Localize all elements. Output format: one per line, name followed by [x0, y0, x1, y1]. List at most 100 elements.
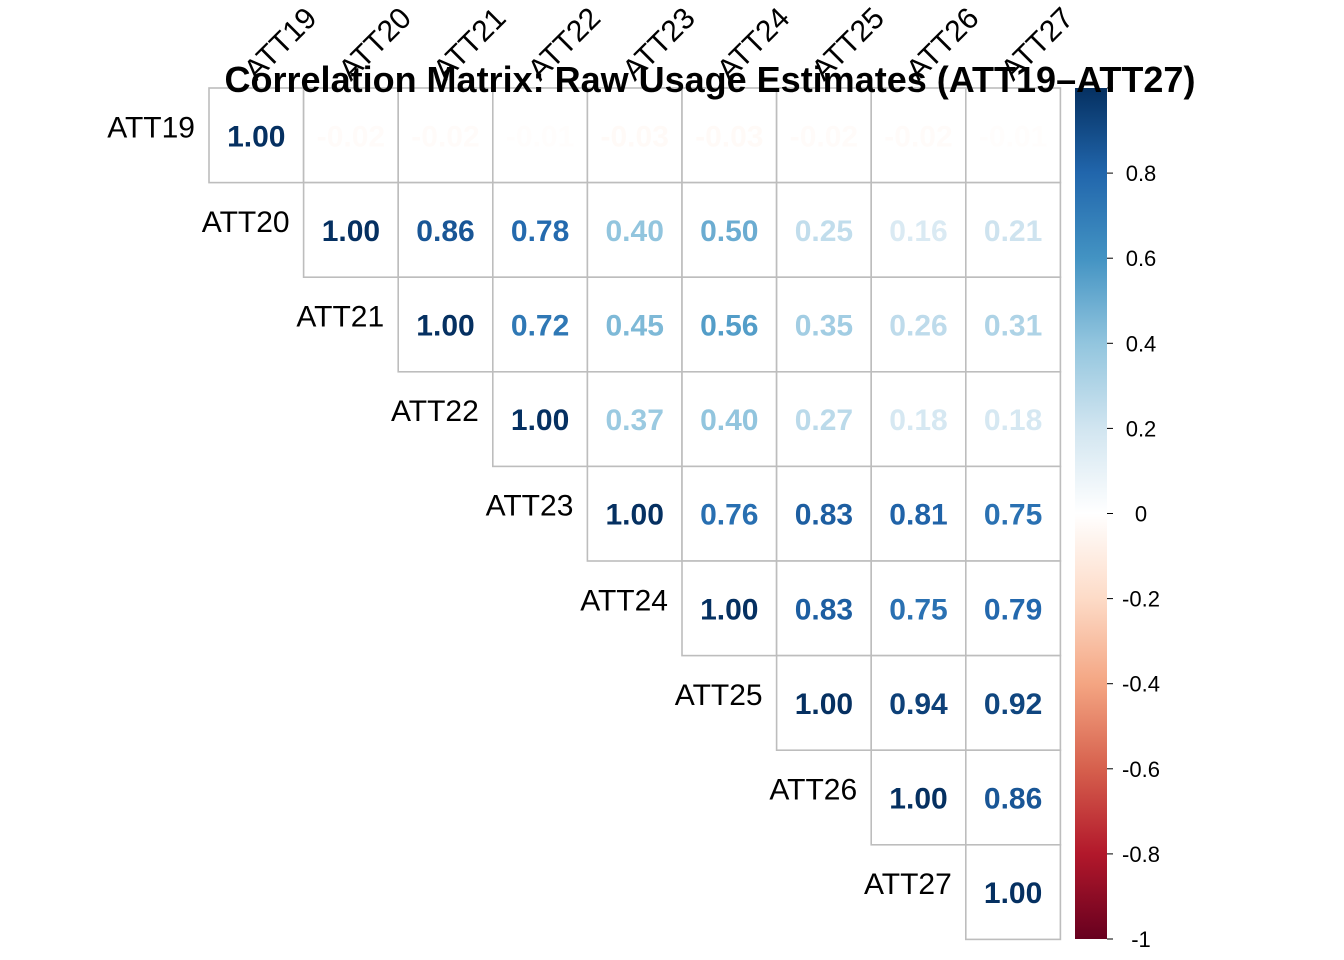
cell-value-label: 0.18 [984, 404, 1042, 437]
matrix-cell [964, 181, 1062, 279]
cell-value-label: 0.94 [889, 688, 948, 721]
matrix-cell [302, 181, 400, 279]
matrix-cell [775, 276, 872, 373]
cell-value-label: -0.02 [790, 120, 858, 153]
colorbar-tick-label: -0.2 [1122, 587, 1160, 612]
matrix-cell [775, 560, 872, 657]
row-labels: ATT19 ATT20 ATT21 ATT22 ATT23 ATT24 ATT25 ATT26… [107, 111, 952, 901]
row-label: ATT27 [864, 868, 952, 901]
cell-value-label: 0.31 [984, 310, 1042, 343]
colorbar-tick-label: 0 [1135, 502, 1147, 527]
row-label: ATT19 [107, 111, 195, 144]
row-label: ATT21 [296, 301, 384, 334]
cell-value-label: -0.03 [601, 120, 669, 153]
cell-value-label: 1.00 [227, 120, 285, 153]
cell-value-label: 0.75 [984, 499, 1042, 532]
matrix-cell [681, 181, 778, 279]
colorbar-ticks: -1 -0.8 -0.6 -0.4 -0.2 0 0.2 0.4 0.6 0.8 [1107, 87, 1160, 952]
matrix-cell [586, 276, 683, 373]
cell-value-label: 0.76 [700, 499, 758, 532]
cell-value-label: 0.37 [606, 404, 664, 437]
row-label: ATT26 [769, 774, 857, 807]
row-label: ATT23 [486, 490, 574, 523]
cell-value-label: 1.00 [984, 877, 1042, 910]
colorbar-tick-label: -0.4 [1122, 672, 1160, 697]
cell-value-label: 0.92 [984, 688, 1042, 721]
cell-value-label: 1.00 [795, 688, 853, 721]
cell-value-label: 0.86 [984, 783, 1042, 816]
cell-value-label: -0.02 [884, 120, 952, 153]
cell-value-label: 1.00 [606, 499, 664, 532]
cell-value-label: 0.83 [795, 499, 853, 532]
cell-value-label: -0.02 [317, 120, 385, 153]
matrix-cell [302, 87, 400, 184]
cell-value-label: 0.56 [700, 310, 758, 343]
cell-value-label: 0.72 [511, 310, 569, 343]
cell-value-label: 0.25 [795, 215, 853, 248]
cell-value-label: -0.03 [695, 120, 763, 153]
matrix-cell [586, 465, 683, 562]
cell-value-label: 0.27 [795, 404, 853, 437]
color-legend: -1 -0.8 -0.6 -0.4 -0.2 0 0.2 0.4 0.6 0.8 [1075, 87, 1160, 952]
cell-value-label: 0.35 [795, 310, 853, 343]
matrix-cell [397, 87, 494, 184]
matrix-cell [397, 276, 494, 373]
matrix-cell [491, 276, 589, 373]
matrix-cell [681, 560, 778, 657]
matrix-cell [491, 370, 589, 468]
row-label: ATT25 [675, 679, 763, 712]
matrix-cell [870, 181, 967, 279]
cell-value-label: -0.02 [411, 120, 479, 153]
row-label: ATT24 [580, 584, 668, 617]
matrix-cell [870, 87, 967, 184]
matrix-cell [964, 560, 1062, 657]
matrix-cells: 1.00 -0.02 -0.02 -0.01 -0.03 -0.03 -0.02 -0.02-… [208, 87, 1062, 941]
matrix-cell [681, 87, 778, 184]
cell-value-label: 0.50 [700, 215, 758, 248]
matrix-cell [964, 276, 1062, 373]
colorbar-tick-label: -1 [1131, 927, 1151, 952]
row-label: ATT20 [202, 206, 290, 239]
cell-value-label: 0.16 [889, 215, 947, 248]
matrix-cell [775, 654, 872, 751]
colorbar-tick-label: 0.4 [1126, 331, 1157, 356]
cell-value-label: 0.18 [889, 404, 947, 437]
matrix-cell [208, 87, 305, 184]
cell-value-label: 1.00 [889, 783, 947, 816]
matrix-cell [491, 181, 589, 279]
cell-value-label: 0.45 [606, 310, 664, 343]
cell-value-label: 0.83 [795, 593, 853, 626]
cell-value-label: 0.75 [889, 593, 947, 626]
cell-value-label: 0.40 [606, 215, 664, 248]
matrix-cell [870, 370, 967, 468]
colorbar-tick-label: 0.8 [1126, 161, 1157, 186]
matrix-cell [681, 276, 778, 373]
colorbar-gradient [1075, 88, 1107, 939]
cell-value-label: 0.79 [984, 593, 1042, 626]
matrix-cell [870, 749, 967, 846]
matrix-cell [775, 370, 872, 468]
cell-value-label: 1.00 [416, 310, 474, 343]
cell-value-label: -0.01 [506, 120, 574, 153]
cell-value-label: 1.00 [511, 404, 569, 437]
matrix-cell [870, 276, 967, 373]
matrix-cell [964, 843, 1062, 941]
matrix-cell [681, 370, 778, 468]
matrix-cell [964, 749, 1062, 846]
colorbar-tick-label: 0.6 [1126, 246, 1157, 271]
cell-value-label: 0.78 [511, 215, 569, 248]
cell-value-label: 0.40 [700, 404, 758, 437]
cell-value-label: 0.26 [889, 310, 947, 343]
matrix-cell [964, 654, 1062, 751]
cell-value-label: 0.86 [416, 215, 474, 248]
row-label: ATT22 [391, 395, 479, 428]
cell-value-label: 0.21 [984, 215, 1042, 248]
chart-title: Correlation Matrix: Raw Usage Estimates … [225, 59, 1196, 100]
colorbar-tick-label: -0.8 [1122, 842, 1160, 867]
colorbar-tick-label: -0.6 [1122, 757, 1160, 782]
matrix-cell [964, 370, 1062, 468]
cell-value-label: 0.81 [889, 499, 947, 532]
cell-value-label: 1.00 [700, 593, 758, 626]
cell-value-label: 1.00 [322, 215, 380, 248]
